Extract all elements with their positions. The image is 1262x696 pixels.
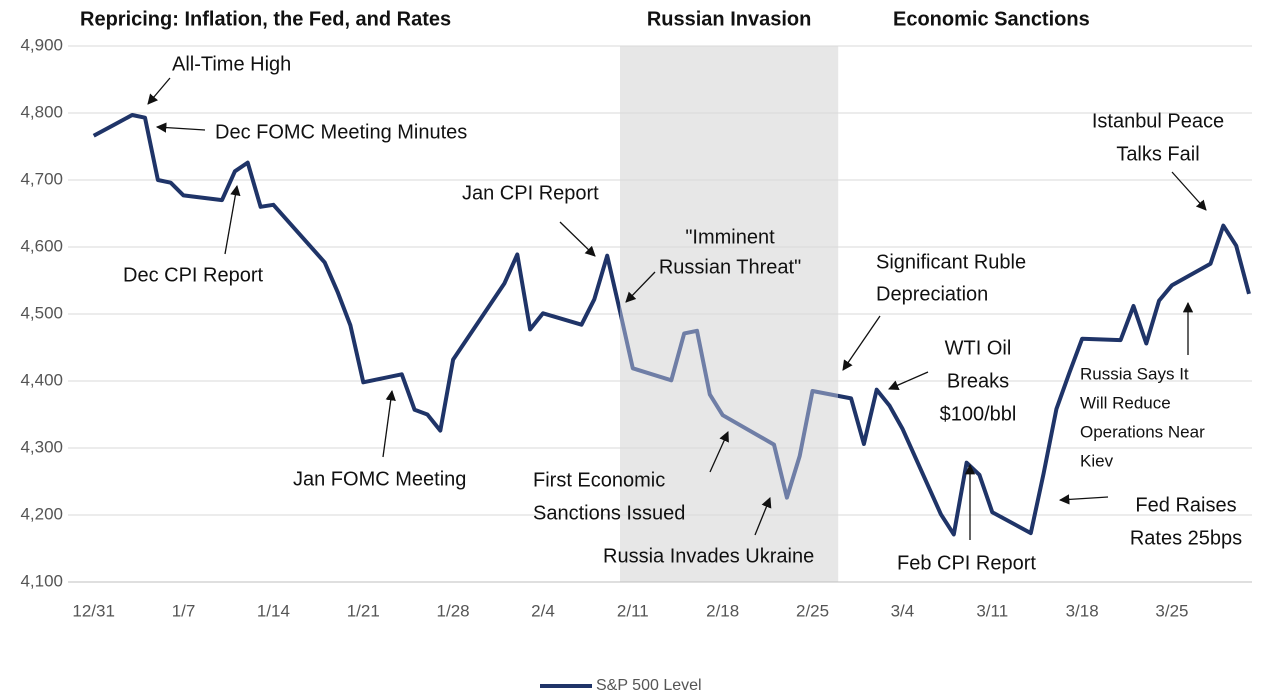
annotation-arrow [147, 77, 171, 105]
x-tick-label: 1/7 [172, 601, 196, 620]
x-tick-label: 1/21 [347, 601, 380, 620]
x-tick-label: 3/11 [976, 601, 1008, 620]
annotation: Feb CPI Report [897, 552, 1036, 574]
annotation: WTI Oil [945, 337, 1012, 359]
annotation: Dec CPI Report [123, 264, 263, 286]
x-tick-label: 1/14 [257, 601, 290, 620]
annotation-arrow [382, 389, 396, 458]
annotation: Sanctions Issued [533, 502, 685, 524]
y-tick-label: 4,100 [20, 571, 63, 590]
annotation-arrow [888, 371, 929, 391]
annotation: Depreciation [876, 283, 988, 305]
annotation-arrow [625, 271, 656, 303]
annotation-arrow [1058, 494, 1109, 505]
annotation: Dec FOMC Meeting Minutes [215, 121, 467, 143]
y-tick-label: 4,600 [20, 236, 63, 255]
annotation: All-Time High [172, 53, 291, 75]
annotation: Talks Fail [1116, 143, 1199, 165]
annotation: Kiev [1080, 451, 1114, 470]
annotation: Operations Near [1080, 422, 1205, 441]
x-tick-label: 3/18 [1066, 601, 1099, 620]
annotation-arrow [155, 122, 206, 133]
annotation: Jan FOMC Meeting [293, 468, 466, 490]
x-tick-label: 3/25 [1155, 601, 1188, 620]
annotation-arrow [842, 315, 881, 371]
annotation: Will Reduce [1080, 393, 1171, 412]
x-tick-label: 2/4 [531, 601, 555, 620]
x-tick-label: 2/18 [706, 601, 739, 620]
x-tick-label: 3/4 [891, 601, 915, 620]
annotation-arrow [559, 221, 596, 257]
annotation: Significant Ruble [876, 251, 1026, 273]
annotation: First Economic [533, 469, 665, 491]
annotation: Jan CPI Report [462, 182, 599, 204]
annotation-arrow [754, 497, 772, 536]
y-tick-label: 4,500 [20, 303, 63, 322]
y-tick-label: 4,200 [20, 504, 63, 523]
annotation-arrow [1171, 171, 1207, 211]
x-tick-label: 2/11 [617, 601, 649, 620]
x-tick-label: 2/25 [796, 601, 829, 620]
legend-label: S&P 500 Level [596, 677, 702, 694]
section-header: Economic Sanctions [893, 8, 1090, 30]
annotation: Russia Says It [1080, 364, 1189, 383]
annotation: Russian Threat" [659, 256, 801, 278]
annotation: "Imminent [685, 226, 775, 248]
y-tick-label: 4,700 [20, 169, 63, 188]
annotation: Istanbul Peace [1092, 110, 1224, 132]
annotation: $100/bbl [940, 403, 1017, 425]
y-tick-label: 4,900 [20, 35, 63, 54]
annotation-arrow [224, 184, 241, 255]
annotation: Breaks [947, 370, 1009, 392]
x-tick-label: 1/28 [437, 601, 470, 620]
annotation-arrow [709, 431, 729, 473]
y-tick-label: 4,800 [20, 102, 63, 121]
section-header: Repricing: Inflation, the Fed, and Rates [80, 8, 451, 30]
section-header: Russian Invasion [647, 8, 812, 30]
y-tick-label: 4,300 [20, 437, 63, 456]
x-tick-label: 12/31 [72, 601, 115, 620]
annotation: Fed Raises [1135, 494, 1236, 516]
y-tick-label: 4,400 [20, 370, 63, 389]
annotation: Russia Invades Ukraine [603, 545, 814, 567]
annotation: Rates 25bps [1130, 527, 1242, 549]
series-line [92, 113, 1251, 537]
